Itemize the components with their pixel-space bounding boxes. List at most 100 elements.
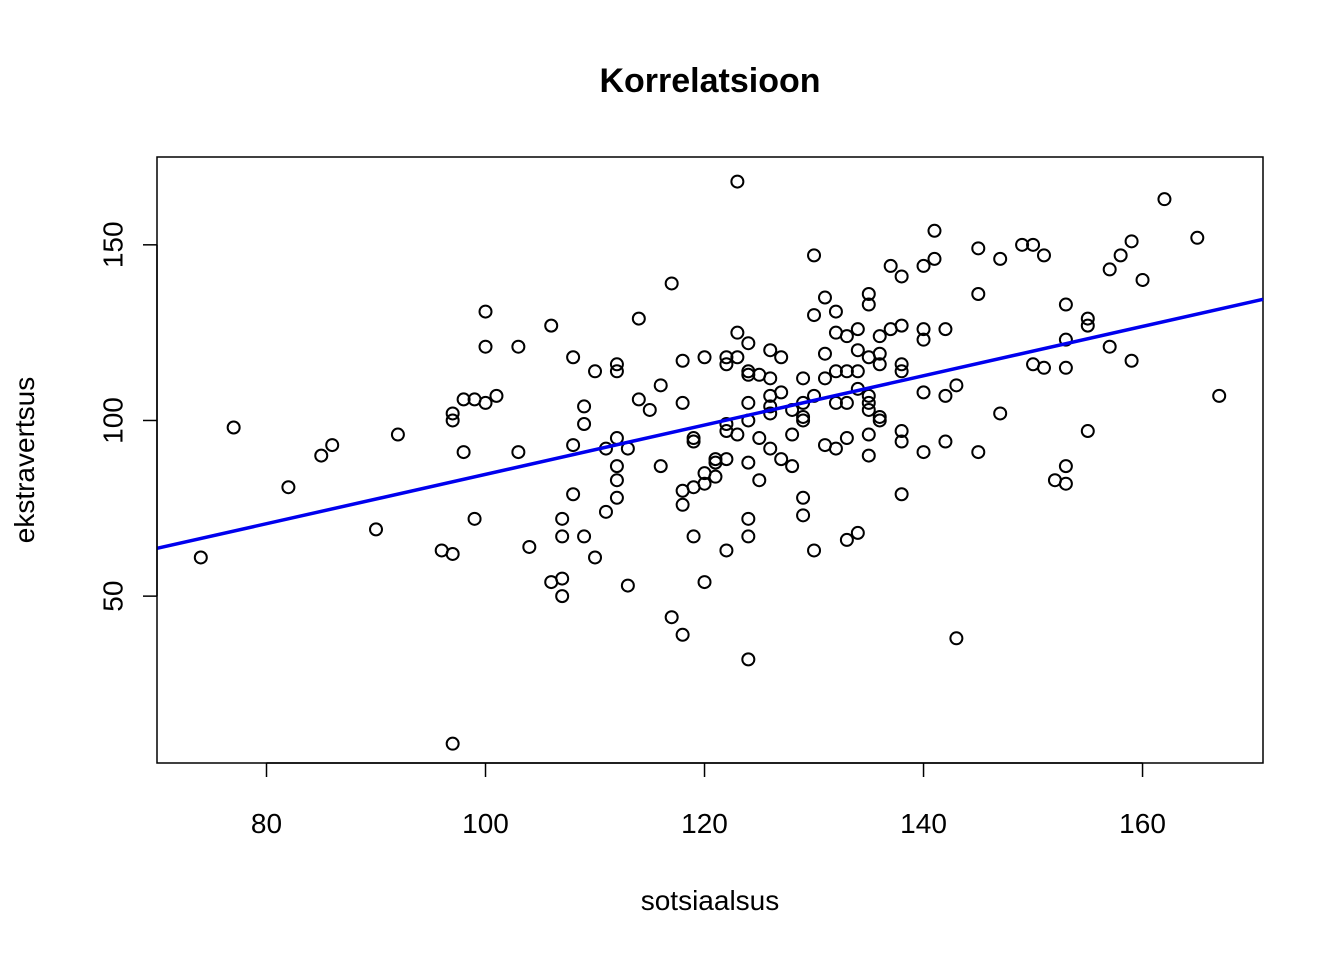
data-point bbox=[927, 223, 942, 238]
data-point bbox=[1124, 234, 1139, 249]
data-point bbox=[697, 575, 712, 590]
data-point bbox=[774, 452, 789, 467]
data-point bbox=[741, 367, 756, 382]
data-point bbox=[861, 448, 876, 463]
data-point bbox=[445, 546, 460, 561]
data-point bbox=[478, 339, 493, 354]
data-point bbox=[949, 378, 964, 393]
data-point bbox=[609, 357, 624, 372]
data-point bbox=[938, 388, 953, 403]
data-point bbox=[894, 269, 909, 284]
data-point bbox=[763, 441, 778, 456]
data-point bbox=[1124, 353, 1139, 368]
data-point bbox=[839, 395, 854, 410]
data-point bbox=[839, 532, 854, 547]
data-point bbox=[894, 357, 909, 372]
data-point bbox=[916, 332, 931, 347]
data-point bbox=[369, 522, 384, 537]
data-point bbox=[719, 357, 734, 372]
data-point bbox=[741, 511, 756, 526]
data-point bbox=[774, 385, 789, 400]
data-point bbox=[763, 343, 778, 358]
data-point bbox=[1113, 248, 1128, 263]
data-point bbox=[456, 392, 471, 407]
data-point bbox=[861, 287, 876, 302]
data-point bbox=[1157, 192, 1172, 207]
data-point bbox=[609, 490, 624, 505]
data-point bbox=[1135, 272, 1150, 287]
data-point bbox=[675, 627, 690, 642]
data-point bbox=[631, 311, 646, 326]
data-point bbox=[949, 631, 964, 646]
data-point bbox=[938, 434, 953, 449]
chart-title: Korrelatsioon bbox=[599, 62, 820, 100]
data-point bbox=[828, 304, 843, 319]
data-point bbox=[763, 399, 778, 414]
data-point bbox=[1058, 297, 1073, 312]
data-point bbox=[741, 529, 756, 544]
data-point bbox=[817, 346, 832, 361]
data-point bbox=[609, 459, 624, 474]
y-tick-label: 100 bbox=[98, 397, 129, 444]
data-point bbox=[872, 346, 887, 361]
data-point bbox=[653, 459, 668, 474]
data-point bbox=[883, 258, 898, 273]
data-point bbox=[642, 402, 657, 417]
data-point bbox=[839, 364, 854, 379]
data-point bbox=[1058, 332, 1073, 347]
points-layer bbox=[193, 174, 1227, 751]
data-point bbox=[785, 427, 800, 442]
data-point bbox=[697, 476, 712, 491]
data-point bbox=[226, 420, 241, 435]
data-point bbox=[555, 589, 570, 604]
data-point bbox=[609, 364, 624, 379]
data-point bbox=[796, 413, 811, 428]
data-point bbox=[861, 395, 876, 410]
data-point bbox=[817, 290, 832, 305]
data-point bbox=[872, 329, 887, 344]
data-point bbox=[588, 364, 603, 379]
data-point bbox=[577, 416, 592, 431]
data-point bbox=[1102, 262, 1117, 277]
data-point bbox=[763, 406, 778, 421]
data-point bbox=[872, 357, 887, 372]
data-point bbox=[193, 550, 208, 565]
data-point bbox=[675, 497, 690, 512]
y-axis: 50 100 150 bbox=[98, 221, 158, 612]
data-point bbox=[566, 350, 581, 365]
data-point bbox=[467, 511, 482, 526]
data-point bbox=[719, 543, 734, 558]
data-point bbox=[971, 241, 986, 256]
data-point bbox=[620, 578, 635, 593]
data-point bbox=[675, 395, 690, 410]
data-point bbox=[807, 543, 822, 558]
data-point bbox=[631, 392, 646, 407]
data-point bbox=[456, 445, 471, 460]
data-point bbox=[894, 434, 909, 449]
data-point bbox=[850, 364, 865, 379]
data-point bbox=[478, 395, 493, 410]
data-point bbox=[445, 406, 460, 421]
data-point bbox=[511, 445, 526, 460]
data-point bbox=[1212, 388, 1227, 403]
data-point bbox=[1036, 360, 1051, 375]
data-point bbox=[817, 371, 832, 386]
data-point bbox=[752, 473, 767, 488]
data-point bbox=[850, 343, 865, 358]
data-point bbox=[697, 350, 712, 365]
data-point bbox=[850, 525, 865, 540]
data-point bbox=[1080, 424, 1095, 439]
data-point bbox=[719, 350, 734, 365]
data-point bbox=[1036, 248, 1051, 263]
data-point bbox=[861, 427, 876, 442]
data-point bbox=[445, 413, 460, 428]
data-point bbox=[938, 322, 953, 337]
y-axis-label: ekstravertsus bbox=[9, 377, 40, 544]
x-tick-label: 140 bbox=[900, 808, 947, 839]
data-point bbox=[807, 308, 822, 323]
data-point bbox=[916, 385, 931, 400]
x-tick-label: 80 bbox=[251, 808, 282, 839]
data-point bbox=[730, 174, 745, 189]
data-point bbox=[872, 413, 887, 428]
